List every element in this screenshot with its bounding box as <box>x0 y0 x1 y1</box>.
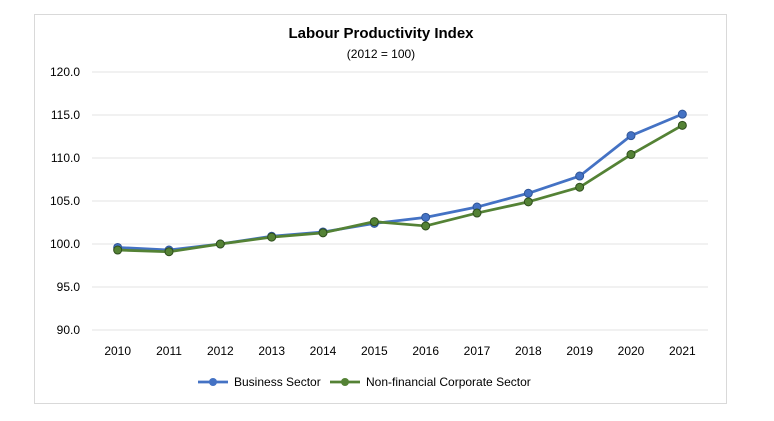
data-point <box>215 239 225 249</box>
x-tick-label: 2015 <box>361 344 388 358</box>
data-point <box>626 131 636 141</box>
legend-label: Non-financial Corporate Sector <box>366 375 531 389</box>
data-point <box>113 245 123 255</box>
y-axis-ticks: 90.0 95.0 100.0 105.0 110.0 115.0 120.0 <box>50 65 80 337</box>
data-point <box>421 221 431 231</box>
data-point <box>523 188 533 198</box>
x-tick-label: 2020 <box>618 344 645 358</box>
x-tick-label: 2011 <box>156 344 182 358</box>
y-tick-label: 105.0 <box>50 194 80 208</box>
data-point <box>472 208 482 218</box>
data-point <box>318 228 328 238</box>
data-point <box>369 217 379 227</box>
data-point <box>677 120 687 130</box>
chart-title: Labour Productivity Index <box>288 25 474 42</box>
data-point <box>626 150 636 160</box>
data-point <box>677 109 687 119</box>
y-tick-label: 110.0 <box>51 151 80 165</box>
x-tick-label: 2010 <box>104 344 131 358</box>
gridlines <box>92 71 708 331</box>
x-tick-label: 2016 <box>412 344 439 358</box>
y-tick-label: 120.0 <box>50 65 80 79</box>
x-tick-label: 2019 <box>566 344 593 358</box>
y-tick-label: 115.0 <box>51 108 80 122</box>
y-tick-label: 90.0 <box>57 323 81 337</box>
chart-area <box>34 14 727 404</box>
legend-item: Business Sector <box>198 375 321 389</box>
legend-marker <box>341 378 349 386</box>
x-tick-label: 2018 <box>515 344 542 358</box>
series-line <box>117 112 683 252</box>
x-axis-ticks: 2010 2011 2012 2013 2014 2015 2016 2017 2018 2019… <box>104 344 696 358</box>
legend-marker <box>209 378 217 386</box>
y-tick-label: 100.0 <box>50 237 80 251</box>
x-tick-label: 2017 <box>464 344 491 358</box>
data-point <box>421 212 431 222</box>
legend-label: Business Sector <box>234 375 321 389</box>
y-tick-label: 95.0 <box>57 280 81 294</box>
x-tick-label: 2013 <box>258 344 285 358</box>
series-lines <box>113 109 687 257</box>
series-2 <box>113 120 687 257</box>
series-line <box>117 124 684 254</box>
data-point <box>164 247 174 257</box>
x-tick-label: 2014 <box>310 344 337 358</box>
x-tick-label: 2021 <box>669 344 696 358</box>
series-1 <box>113 109 687 255</box>
data-point <box>523 197 533 207</box>
chart-subtitle: (2012 = 100) <box>347 47 415 61</box>
x-tick-label: 2012 <box>207 344 234 358</box>
data-point <box>575 171 585 181</box>
legend-item: Non-financial Corporate Sector <box>330 375 531 389</box>
data-point <box>267 232 277 242</box>
legend: Business Sector Non-financial Corporate S… <box>198 375 531 389</box>
data-point <box>575 182 585 192</box>
